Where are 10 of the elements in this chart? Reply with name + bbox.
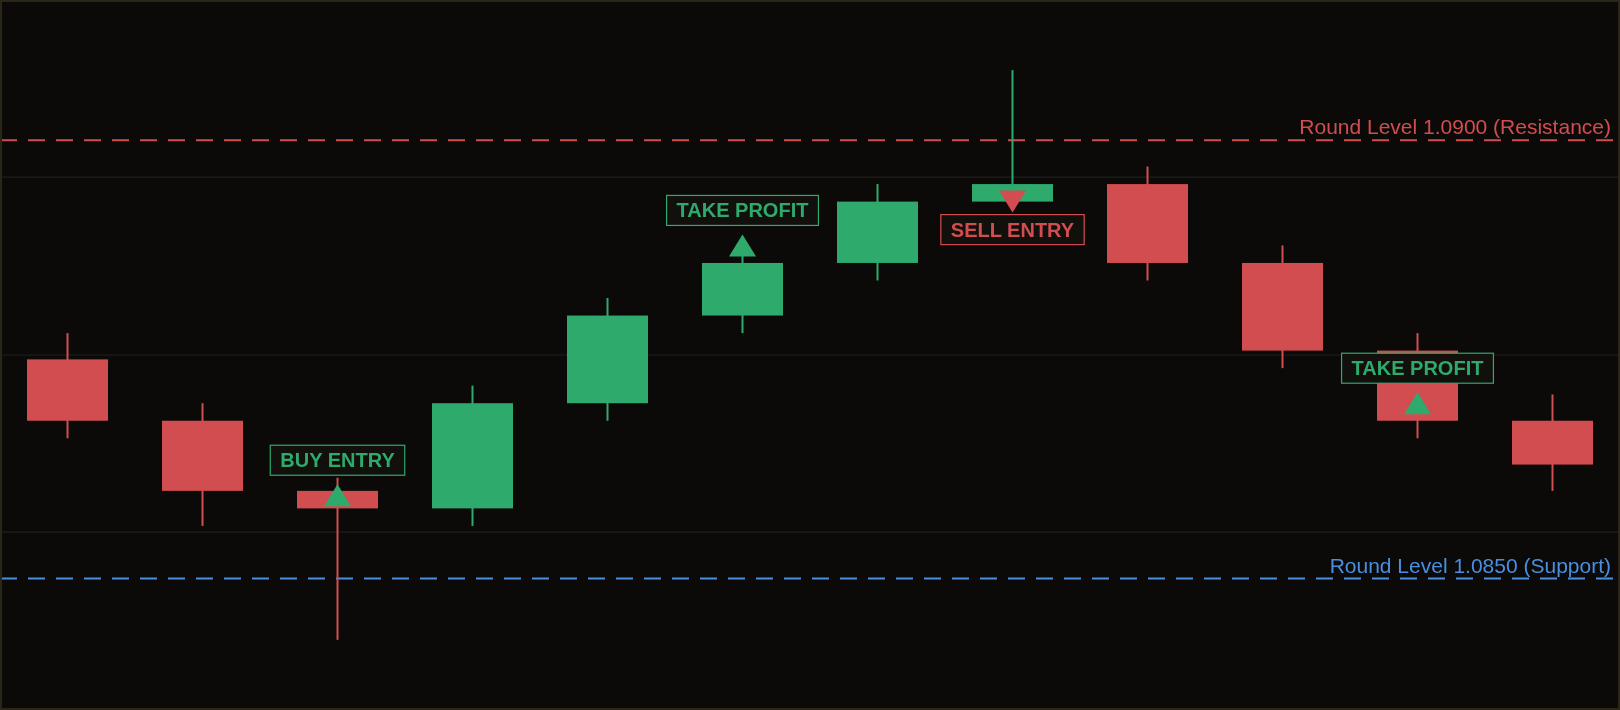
point <box>729 234 756 257</box>
data-label: TAKE PROFIT <box>676 199 809 222</box>
data-label: TAKE PROFIT <box>1351 357 1484 380</box>
data-label: BUY ENTRY <box>280 449 396 472</box>
point <box>999 190 1026 213</box>
point <box>1404 392 1431 415</box>
ref-line-label: Round Level 1.0850 (Support) <box>1329 553 1611 577</box>
data-label: SELL ENTRY <box>950 218 1075 241</box>
point <box>324 484 351 507</box>
ref-line-label: Round Level 1.0900 (Resistance) <box>1299 115 1611 139</box>
